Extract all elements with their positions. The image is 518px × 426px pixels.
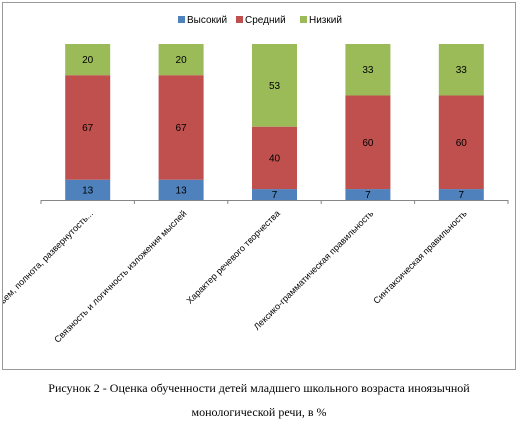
data-label-2-3: 20 xyxy=(176,55,188,66)
legend-swatch-3 xyxy=(300,16,307,23)
bar-segment-1-2 xyxy=(65,75,111,180)
bar-segment-2-3 xyxy=(158,44,204,76)
bar-segment-4-2 xyxy=(345,95,391,190)
data-label-3-3: 53 xyxy=(269,81,281,92)
bar-segment-2-1 xyxy=(158,179,204,200)
bar-segment-3-1 xyxy=(252,189,297,200)
legend-label-3: Низкий xyxy=(309,15,342,26)
bar-segment-1-3 xyxy=(65,44,111,76)
legend-label-2: Средний xyxy=(245,15,286,26)
legend-swatch-2 xyxy=(236,16,243,23)
data-label-5-1: 7 xyxy=(459,190,465,201)
legend-label-1: Высокий xyxy=(187,15,227,26)
category-label-3: Характер речевого творчества xyxy=(184,208,282,306)
category-label-5: Синтаксическая правильность xyxy=(371,208,469,306)
bar-segment-4-1 xyxy=(345,189,391,200)
bar-segment-2-2 xyxy=(158,75,204,180)
bar-segment-3-2 xyxy=(252,126,297,190)
x-axis-ticks xyxy=(40,200,509,204)
data-label-5-2: 60 xyxy=(456,138,468,149)
category-labels: Объем, полнота, развернутость...Связност… xyxy=(3,208,469,345)
data-label-2-1: 13 xyxy=(176,185,188,196)
bars-group: 13 67 20 13 67 20 7 40 53 7 60 33 7 60 33 xyxy=(65,44,484,201)
data-label-4-3: 33 xyxy=(362,65,374,76)
data-label-1-2: 67 xyxy=(82,123,94,134)
data-label-1-3: 20 xyxy=(82,55,94,66)
legend: Высокий Средний Низкий xyxy=(178,15,342,26)
category-label-1: Объем, полнота, развернутость... xyxy=(3,208,95,314)
chart-frame: Высокий Средний Низкий 13 67 20 13 67 20 7 40 53 7 6… xyxy=(2,2,516,370)
data-label-4-1: 7 xyxy=(365,190,371,201)
bar-segment-5-3 xyxy=(438,44,484,96)
bar-segment-3-3 xyxy=(252,44,297,127)
bar-segment-4-3 xyxy=(345,44,391,96)
data-label-3-2: 40 xyxy=(269,153,281,164)
data-label-3-1: 7 xyxy=(272,190,278,201)
data-label-1-1: 13 xyxy=(82,185,94,196)
data-label-4-2: 60 xyxy=(362,138,374,149)
bar-segment-5-2 xyxy=(438,95,484,190)
data-label-5-3: 33 xyxy=(456,65,468,76)
data-label-2-2: 67 xyxy=(176,123,188,134)
caption-line-1: Рисунок 2 - Оценка обученности детей мла… xyxy=(48,381,470,395)
bar-segment-5-1 xyxy=(438,189,484,200)
bar-segment-1-1 xyxy=(65,179,111,200)
stacked-bar-chart: Высокий Средний Низкий 13 67 20 13 67 20 7 40 53 7 6… xyxy=(3,15,509,345)
figure-caption: Рисунок 2 - Оценка обученности детей мла… xyxy=(0,376,518,424)
caption-line-2: монологической речи, в % xyxy=(191,405,327,419)
legend-swatch-1 xyxy=(178,16,185,23)
